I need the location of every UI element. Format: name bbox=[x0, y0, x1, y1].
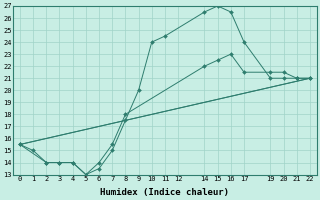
X-axis label: Humidex (Indice chaleur): Humidex (Indice chaleur) bbox=[100, 188, 229, 197]
